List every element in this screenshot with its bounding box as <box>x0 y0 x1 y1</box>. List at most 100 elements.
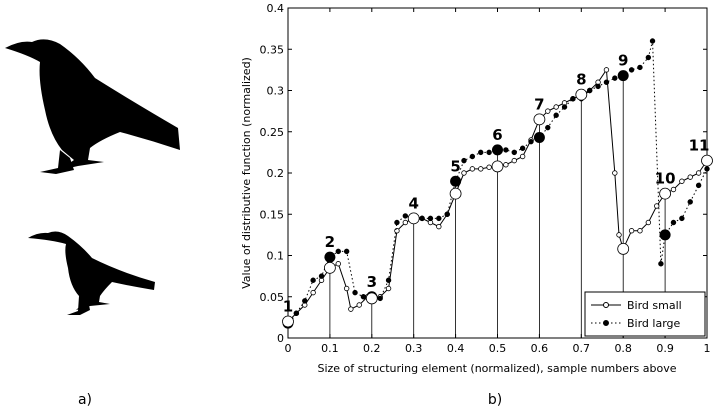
x-tick-label: 0.5 <box>489 342 507 355</box>
point <box>511 149 517 156</box>
point <box>637 64 643 71</box>
point <box>528 138 534 145</box>
point <box>687 199 693 205</box>
point <box>586 87 593 94</box>
point <box>679 215 685 222</box>
sample-label: 7 <box>534 95 544 113</box>
y-tick-label: 0.35 <box>260 43 285 56</box>
point <box>394 228 400 234</box>
point <box>545 124 551 131</box>
point <box>637 228 643 234</box>
point <box>394 219 400 226</box>
point <box>603 67 610 73</box>
sample-small <box>449 187 462 200</box>
x-tick-label: 0.8 <box>614 342 632 355</box>
point <box>553 112 559 118</box>
point <box>360 294 367 300</box>
point <box>649 38 656 44</box>
point <box>612 170 618 176</box>
point <box>419 215 425 222</box>
point <box>352 289 358 296</box>
point <box>478 149 484 156</box>
point <box>628 67 635 73</box>
point <box>654 203 660 209</box>
sample-label: 3 <box>367 273 377 291</box>
point <box>545 108 551 114</box>
sample-label: 4 <box>408 194 418 212</box>
point <box>486 164 492 170</box>
sample-large <box>659 229 671 241</box>
point <box>478 166 484 172</box>
point <box>461 157 467 164</box>
point <box>670 186 677 193</box>
legend-label: Bird small <box>627 299 682 312</box>
sample-label: 5 <box>450 157 460 175</box>
sample-large <box>617 70 629 82</box>
point <box>519 153 526 160</box>
sample-label: 10 <box>655 170 676 188</box>
point <box>658 261 664 267</box>
bird-large-silhouette <box>5 39 180 174</box>
point <box>343 285 350 292</box>
point <box>461 170 467 176</box>
point <box>335 248 341 255</box>
point <box>679 178 685 184</box>
sample-small <box>659 187 671 200</box>
sample-large <box>492 144 503 156</box>
x-tick-label: 0.3 <box>405 342 423 355</box>
point <box>561 104 568 110</box>
x-tick-label: 0.9 <box>656 342 674 355</box>
panel-label: a) <box>78 392 92 408</box>
point <box>553 104 559 110</box>
panel-label: b) <box>488 392 502 408</box>
point <box>486 149 492 156</box>
sample-large <box>450 175 462 187</box>
point <box>427 215 434 222</box>
y-tick-label: 0 <box>277 332 284 345</box>
point <box>511 157 517 164</box>
point <box>356 302 362 308</box>
bird-small-silhouette <box>28 231 155 315</box>
sample-label: 6 <box>492 126 502 144</box>
x-tick-label: 0.7 <box>573 342 591 355</box>
sample-small <box>491 160 504 173</box>
y-axis-label: Value of distributive function (normaliz… <box>240 57 253 289</box>
point <box>595 83 601 90</box>
x-axis-label: Size of structuring element (normalized)… <box>317 362 676 375</box>
sample-label: 11 <box>689 137 710 155</box>
x-tick-label: 0.4 <box>447 342 465 355</box>
point <box>402 213 409 219</box>
y-tick-label: 0.15 <box>260 208 285 221</box>
point <box>310 289 316 296</box>
point <box>612 75 618 81</box>
point <box>469 153 476 160</box>
sample-label: 2 <box>325 233 335 251</box>
legend-marker <box>603 320 609 326</box>
sample-small <box>323 261 336 274</box>
point <box>616 232 622 238</box>
x-tick-label: 0.2 <box>363 342 381 355</box>
legend-marker <box>603 302 609 308</box>
point <box>335 261 341 267</box>
point <box>348 306 354 312</box>
point <box>695 182 702 189</box>
x-tick-label: 0.1 <box>321 342 339 355</box>
point <box>469 166 476 172</box>
point <box>310 277 316 283</box>
point <box>603 79 610 85</box>
sample-small <box>533 113 546 126</box>
y-tick-label: 0.3 <box>267 85 285 98</box>
point <box>444 211 450 217</box>
legend-box <box>584 291 706 337</box>
point <box>385 277 392 283</box>
y-tick-label: 0.05 <box>260 291 285 304</box>
sample-small <box>407 212 420 225</box>
point <box>570 96 576 102</box>
sample-small <box>365 292 378 305</box>
sample-small <box>575 88 588 101</box>
sample-small <box>701 154 713 167</box>
point <box>318 273 325 279</box>
point <box>670 219 677 226</box>
